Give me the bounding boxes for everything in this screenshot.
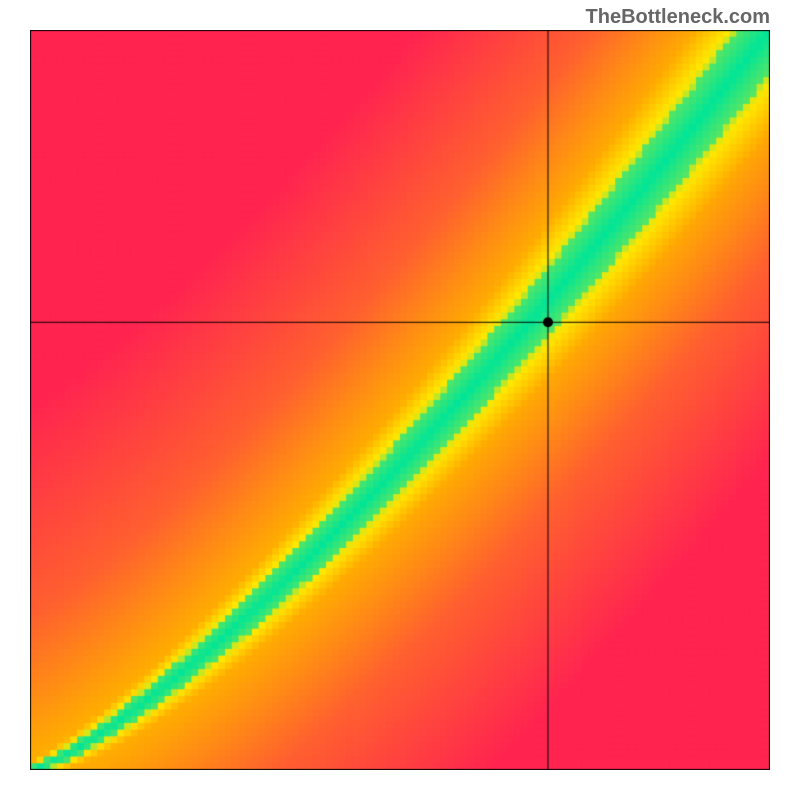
watermark-text: TheBottleneck.com (586, 6, 770, 29)
chart-container: TheBottleneck.com (0, 0, 800, 800)
bottleneck-heatmap (30, 30, 770, 770)
